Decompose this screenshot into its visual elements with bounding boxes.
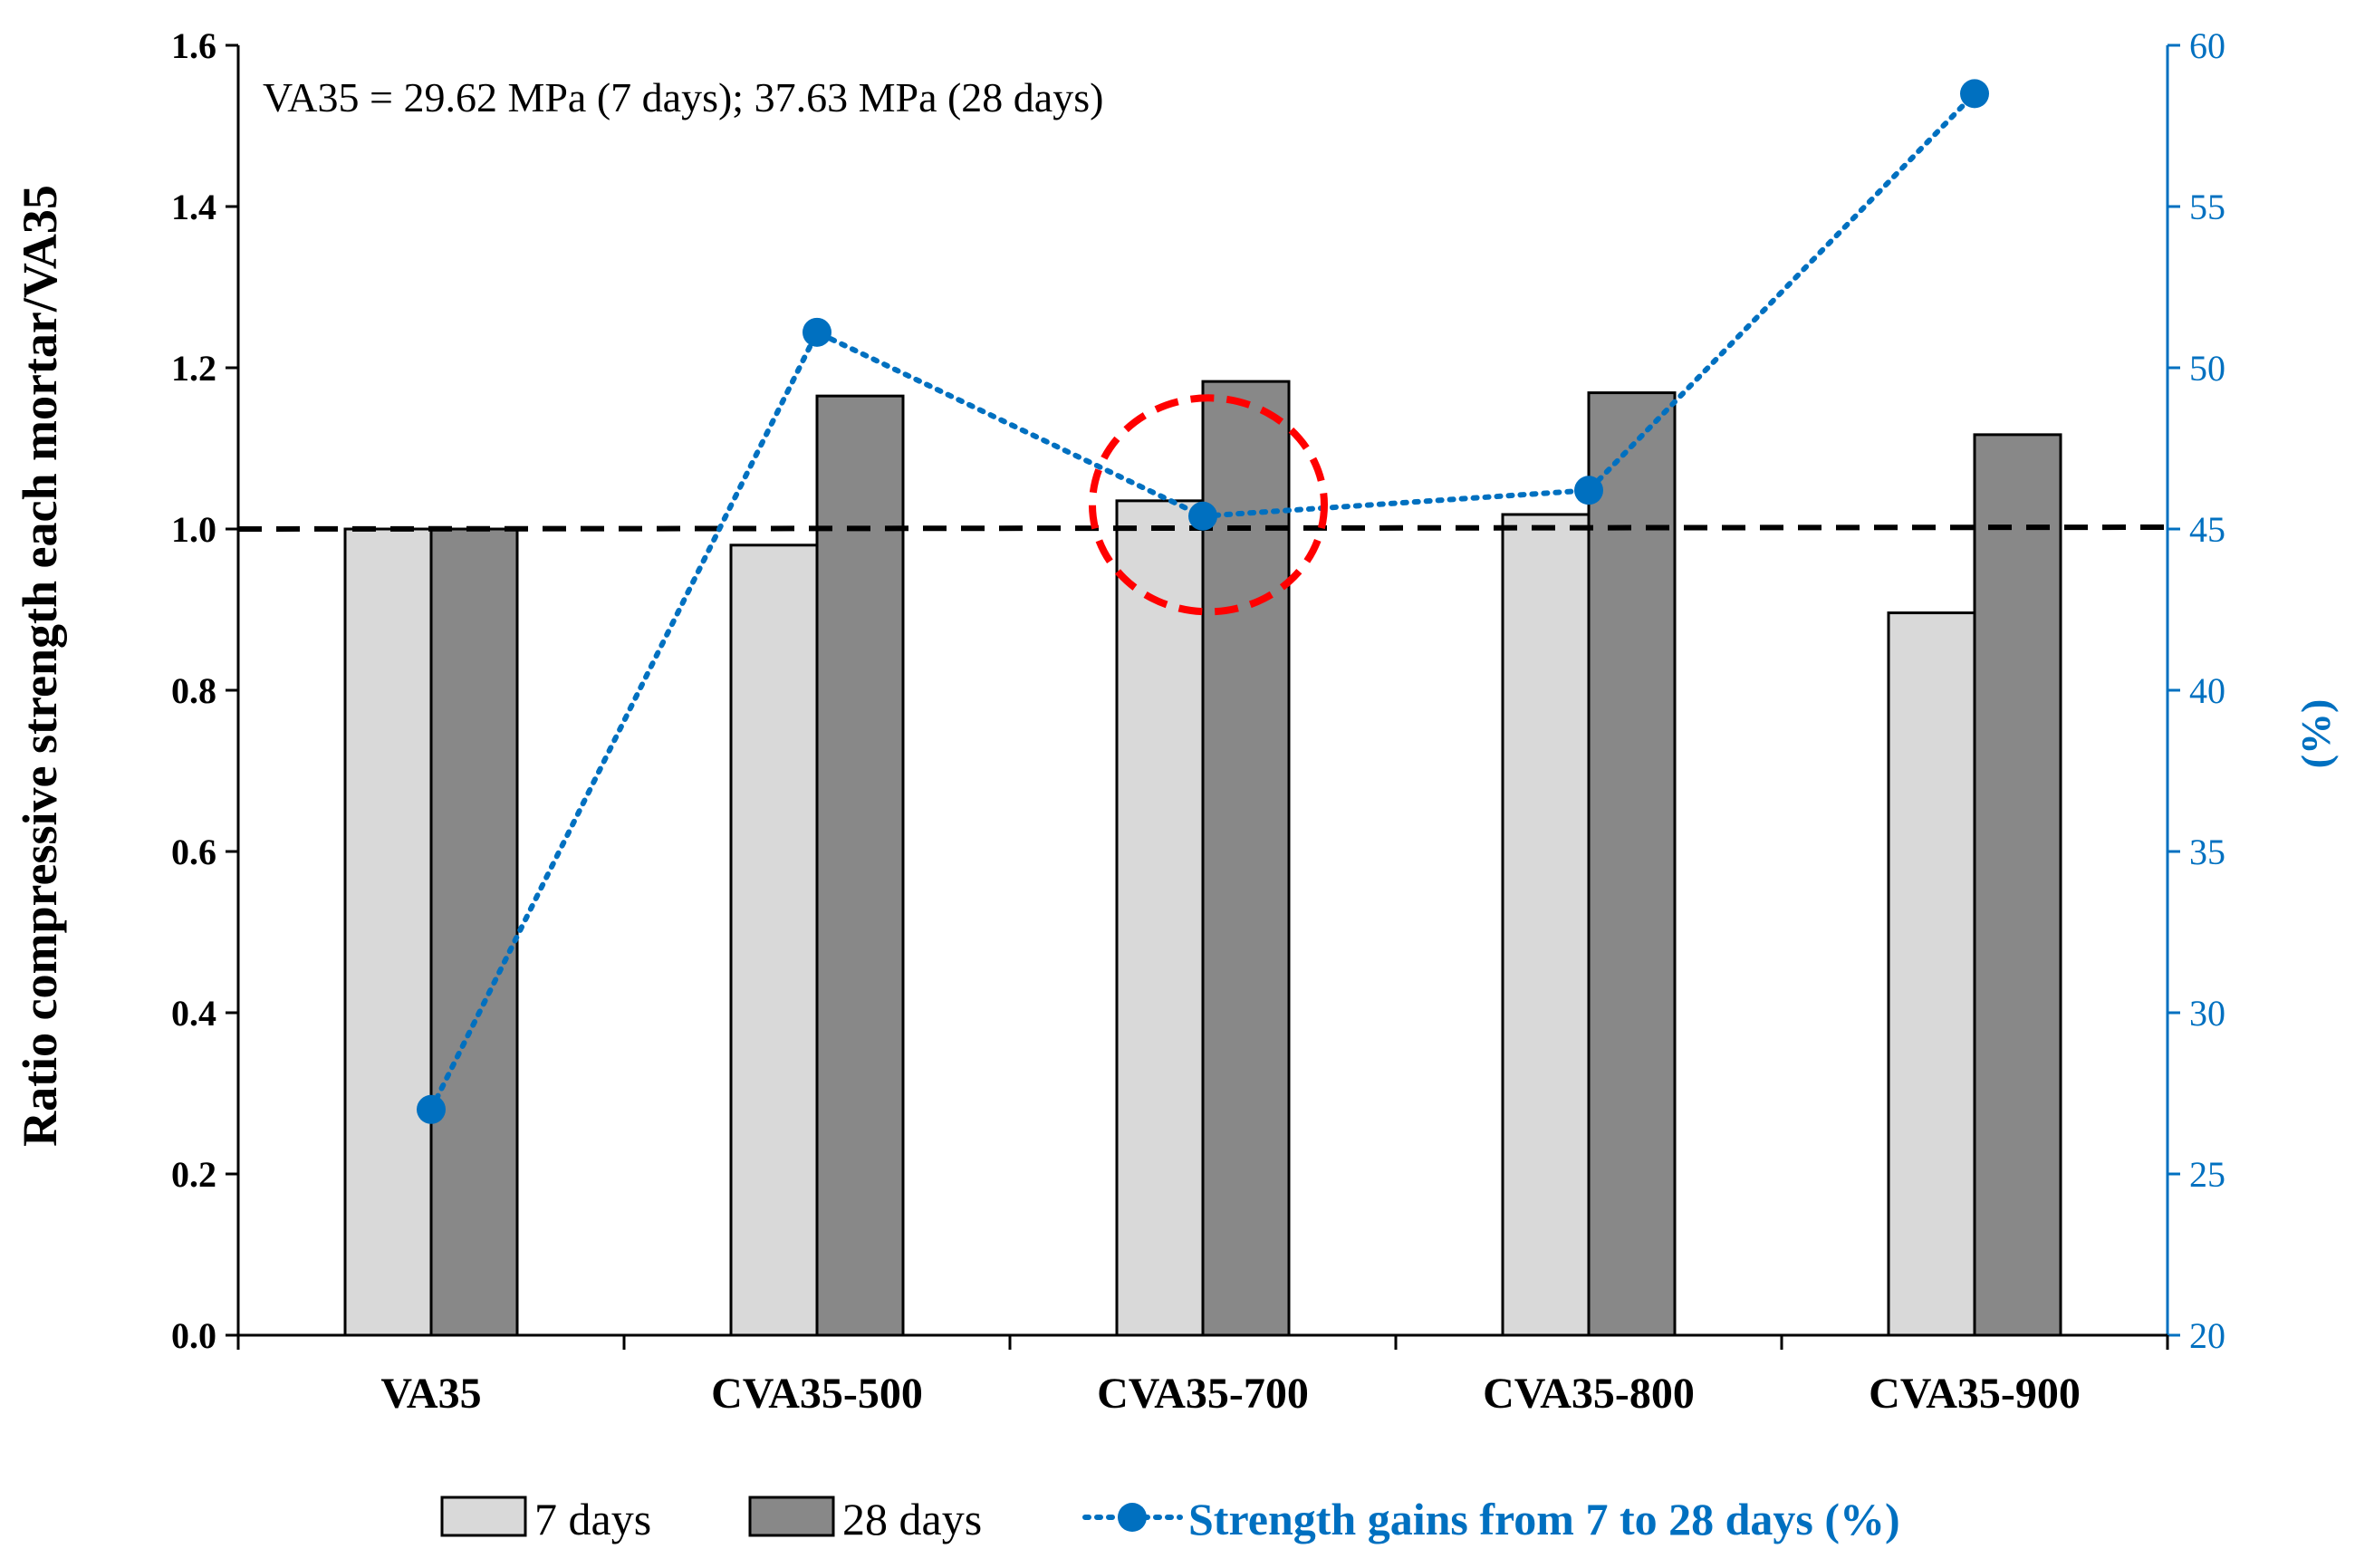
bar-7-days-va35 xyxy=(343,527,433,1337)
legend: 7 days 28 days Strength gains from 7 to … xyxy=(440,1494,1900,1544)
y-tick-label-left-1-4: 1.4 xyxy=(171,187,216,227)
highlight-ellipse xyxy=(1089,394,1328,616)
y-tick-label-right-40: 40 xyxy=(2189,670,2225,711)
bar-28-days-cva35-700 xyxy=(1201,380,1291,1337)
bar-7-days-cva35-700 xyxy=(1115,499,1205,1337)
y-tick-label-right-30: 30 xyxy=(2189,993,2225,1034)
y-tick-label-right-45: 45 xyxy=(2189,509,2225,550)
legend-marker-strength-gains xyxy=(1118,1503,1147,1532)
point-strength-gains-from-7-to-28-days-cva35-800 xyxy=(1574,476,1603,505)
legend-label-7-days: 7 days xyxy=(534,1494,651,1544)
bar-28-days-cva35-500 xyxy=(815,394,905,1337)
y-tick-label-right-35: 35 xyxy=(2189,832,2225,872)
bar-28-days-va35 xyxy=(429,527,519,1337)
bar-7-days-cva35-800 xyxy=(1501,513,1591,1337)
axes-layer: 0.0 0.2 0.4 0.6 0.8 1.0 1.2 1.4 1.6 20 25 30 35 40 45 5… xyxy=(171,25,2225,1418)
bar-7-days-cva35-900 xyxy=(1887,611,1976,1337)
bars-layer xyxy=(343,380,2062,1337)
legend-label-28-days: 28 days xyxy=(842,1494,982,1544)
text-layer: VA35 = 29.62 MPa (7 days); 37.63 MPa (28… xyxy=(13,74,2339,1147)
x-tick-label-cva35-800: CVA35-800 xyxy=(1483,1370,1695,1418)
bar-28-days-cva35-800 xyxy=(1587,391,1677,1337)
y-axis-label-left: Ratio compressive strength each mortar/V… xyxy=(13,185,67,1147)
y-tick-label-right-55: 55 xyxy=(2189,187,2225,227)
x-tick-label-cva35-700: CVA35-700 xyxy=(1097,1370,1309,1418)
y-tick-label-left-0-2: 0.2 xyxy=(171,1154,216,1195)
point-strength-gains-from-7-to-28-days-cva35-500 xyxy=(803,317,831,347)
bar-7-days-cva35-500 xyxy=(729,544,819,1337)
x-tick-label-va35: VA35 xyxy=(380,1370,481,1418)
legend-label-strength-gains: Strength gains from 7 to 28 days (%) xyxy=(1188,1494,1900,1544)
y-tick-label-left-0-4: 0.4 xyxy=(171,993,216,1034)
bar-28-days-cva35-900 xyxy=(1973,433,2062,1337)
y-tick-label-right-50: 50 xyxy=(2189,348,2225,389)
line-layer xyxy=(417,79,1989,1124)
highlight-layer xyxy=(1089,394,1328,616)
y-tick-label-left-1-2: 1.2 xyxy=(171,348,216,389)
y-tick-label-left-0-8: 0.8 xyxy=(171,670,216,711)
y-tick-label-left-0-6: 0.6 xyxy=(171,832,216,872)
y-tick-label-right-20: 20 xyxy=(2189,1315,2225,1356)
x-tick-label-cva35-500: CVA35-500 xyxy=(711,1370,923,1418)
point-strength-gains-from-7-to-28-days-cva35-700 xyxy=(1188,501,1217,531)
point-strength-gains-from-7-to-28-days-va35 xyxy=(417,1094,446,1124)
legend-swatch-7-days xyxy=(440,1496,527,1537)
y-tick-label-left-1-0: 1.0 xyxy=(171,509,216,550)
legend-swatch-28-days xyxy=(748,1496,835,1537)
y-axis-label-right: (%) xyxy=(2293,699,2339,769)
y-tick-label-right-60: 60 xyxy=(2189,25,2225,66)
y-tick-label-right-25: 25 xyxy=(2189,1154,2225,1195)
x-tick-label-cva35-900: CVA35-900 xyxy=(1869,1370,2081,1418)
point-strength-gains-from-7-to-28-days-cva35-900 xyxy=(1960,79,1989,109)
y-tick-label-left-0-0: 0.0 xyxy=(171,1315,216,1356)
y-tick-label-left-1-6: 1.6 xyxy=(171,25,216,66)
annotation-text: VA35 = 29.62 MPa (7 days); 37.63 MPa (28… xyxy=(263,74,1103,120)
